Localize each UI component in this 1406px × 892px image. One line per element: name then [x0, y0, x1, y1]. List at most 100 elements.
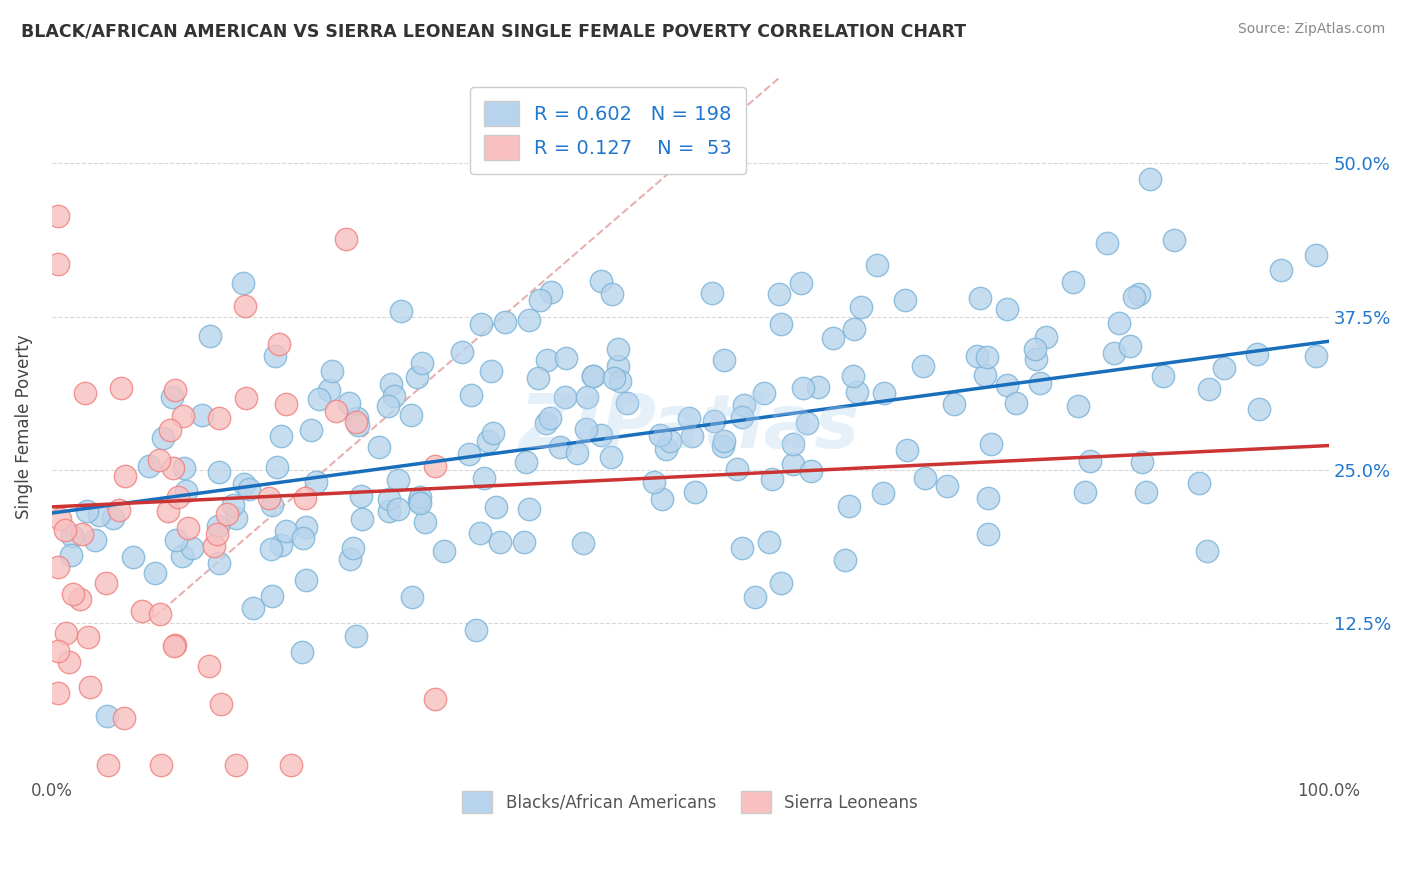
- Point: [700, 285, 723, 300]
- Point: [768, 286, 790, 301]
- Point: [325, 404, 347, 418]
- Point: [834, 553, 856, 567]
- Point: [550, 440, 572, 454]
- Point: [655, 442, 678, 456]
- Point: [276, 524, 298, 539]
- Point: [997, 378, 1019, 392]
- Point: [599, 450, 621, 464]
- Point: [377, 399, 399, 413]
- Point: [308, 392, 330, 406]
- Point: [683, 485, 706, 500]
- Point: [270, 538, 292, 552]
- Point: [980, 437, 1002, 451]
- Point: [150, 757, 173, 772]
- Point: [731, 541, 754, 556]
- Point: [1128, 287, 1150, 301]
- Point: [156, 504, 179, 518]
- Point: [382, 389, 405, 403]
- Point: [423, 459, 446, 474]
- Point: [387, 473, 409, 487]
- Point: [148, 453, 170, 467]
- Point: [1067, 399, 1090, 413]
- Point: [262, 589, 284, 603]
- Point: [1305, 248, 1327, 262]
- Point: [966, 349, 988, 363]
- Point: [565, 445, 588, 459]
- Point: [172, 549, 194, 563]
- Point: [1024, 343, 1046, 357]
- Point: [711, 439, 734, 453]
- Point: [346, 411, 368, 425]
- Point: [789, 276, 811, 290]
- Point: [399, 408, 422, 422]
- Point: [914, 471, 936, 485]
- Point: [582, 369, 605, 384]
- Point: [225, 511, 247, 525]
- Point: [191, 408, 214, 422]
- Point: [413, 515, 436, 529]
- Point: [96, 575, 118, 590]
- Point: [460, 388, 482, 402]
- Point: [149, 607, 172, 621]
- Point: [651, 491, 673, 506]
- Point: [517, 502, 540, 516]
- Point: [796, 417, 818, 431]
- Point: [1025, 351, 1047, 366]
- Point: [1029, 376, 1052, 391]
- Point: [110, 381, 132, 395]
- Point: [517, 313, 540, 327]
- Point: [59, 548, 82, 562]
- Point: [207, 518, 229, 533]
- Point: [291, 645, 314, 659]
- Point: [1102, 346, 1125, 360]
- Point: [678, 411, 700, 425]
- Point: [408, 494, 430, 508]
- Point: [591, 428, 613, 442]
- Point: [163, 638, 186, 652]
- Point: [844, 322, 866, 336]
- Point: [575, 422, 598, 436]
- Point: [769, 575, 792, 590]
- Point: [513, 535, 536, 549]
- Point: [294, 491, 316, 506]
- Point: [48, 512, 70, 526]
- Point: [344, 415, 367, 429]
- Point: [143, 566, 166, 580]
- Point: [96, 708, 118, 723]
- Point: [1080, 453, 1102, 467]
- Point: [582, 368, 605, 383]
- Point: [589, 274, 612, 288]
- Point: [792, 381, 814, 395]
- Point: [609, 375, 631, 389]
- Point: [339, 552, 361, 566]
- Point: [572, 536, 595, 550]
- Point: [122, 549, 145, 564]
- Point: [162, 460, 184, 475]
- Point: [1035, 330, 1057, 344]
- Point: [1270, 263, 1292, 277]
- Point: [468, 526, 491, 541]
- Point: [534, 416, 557, 430]
- Point: [58, 656, 80, 670]
- Point: [235, 391, 257, 405]
- Point: [976, 350, 998, 364]
- Point: [477, 434, 499, 448]
- Point: [233, 299, 256, 313]
- Point: [83, 533, 105, 548]
- Point: [198, 659, 221, 673]
- Point: [1305, 350, 1327, 364]
- Point: [1130, 455, 1153, 469]
- Point: [263, 349, 285, 363]
- Point: [1074, 485, 1097, 500]
- Point: [943, 397, 966, 411]
- Point: [659, 434, 682, 448]
- Point: [782, 457, 804, 471]
- Point: [380, 377, 402, 392]
- Legend: Blacks/African Americans, Sierra Leoneans: Blacks/African Americans, Sierra Leonean…: [451, 780, 929, 824]
- Point: [205, 526, 228, 541]
- Point: [409, 490, 432, 504]
- Point: [536, 353, 558, 368]
- Point: [202, 539, 225, 553]
- Point: [603, 371, 626, 385]
- Point: [387, 501, 409, 516]
